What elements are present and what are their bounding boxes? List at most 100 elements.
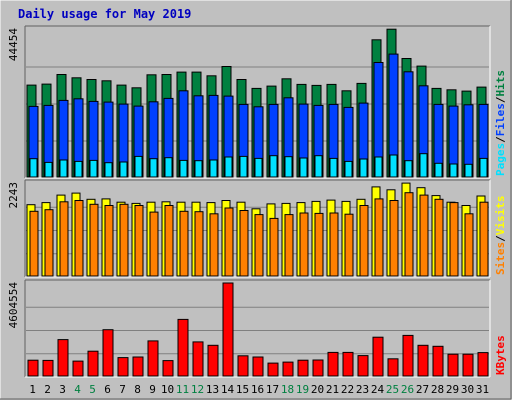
bar-kbytes-day-15 xyxy=(237,355,249,377)
x-tick-label-day-24: 24 xyxy=(371,383,385,396)
bar-kbytes-day-5 xyxy=(87,350,99,377)
x-tick-label-day-2: 2 xyxy=(44,383,51,396)
bar-kbytes-day-21 xyxy=(327,351,339,377)
bar-sites-day-12 xyxy=(194,211,204,277)
legend-pages: Pages xyxy=(494,143,507,176)
bar-sites-day-26 xyxy=(404,192,414,277)
x-tick-label-day-13: 13 xyxy=(206,383,219,396)
x-tick-label-day-3: 3 xyxy=(59,383,66,396)
bar-pages-day-29 xyxy=(449,163,458,178)
bar-sites-day-8 xyxy=(134,205,144,277)
legend-separator: / xyxy=(494,136,507,143)
x-tick-label-day-4: 4 xyxy=(74,383,81,396)
bar-sites-day-15 xyxy=(239,210,249,277)
x-tick-label-day-9: 9 xyxy=(149,383,156,396)
x-tick-label-day-23: 23 xyxy=(356,383,369,396)
x-tick-label-day-25: 25 xyxy=(386,383,399,396)
legend-separator: / xyxy=(494,235,507,242)
series-axis-label: Pages/Files/Hits xyxy=(494,70,507,176)
x-tick-label-day-16: 16 xyxy=(251,383,264,396)
bar-sites-day-17 xyxy=(269,217,279,277)
bar-pages-day-18 xyxy=(284,156,293,178)
bar-kbytes-day-30 xyxy=(462,353,474,377)
bar-sites-day-23 xyxy=(359,205,369,277)
bar-sites-day-21 xyxy=(329,212,339,277)
x-tick-label-day-27: 27 xyxy=(416,383,429,396)
bar-pages-day-16 xyxy=(254,157,263,178)
x-tick-label-day-15: 15 xyxy=(236,383,249,396)
bar-kbytes-day-18 xyxy=(282,361,294,377)
x-tick-label-day-10: 10 xyxy=(161,383,174,396)
panel-visits-sites: 2243 Sites/Visits xyxy=(7,179,507,278)
bar-pages-day-23 xyxy=(359,158,368,178)
bar-sites-day-24 xyxy=(374,198,384,277)
chart-title: Daily usage for May 2019 xyxy=(18,7,191,21)
x-tick-label-day-18: 18 xyxy=(281,383,294,396)
bar-kbytes-day-26 xyxy=(402,334,414,377)
y-max-label: 44454 xyxy=(7,28,20,61)
panel-hits-files-pages: 44454 Pages/Files/Hits xyxy=(7,25,507,179)
bar-sites-day-10 xyxy=(164,205,174,277)
bar-pages-day-20 xyxy=(314,155,323,178)
panel-kbytes: 4604554 KBytes xyxy=(7,279,507,378)
bar-pages-day-25 xyxy=(389,154,398,178)
bar-pages-day-31 xyxy=(479,157,488,178)
bar-pages-day-3 xyxy=(59,159,68,178)
bar-pages-day-26 xyxy=(404,160,413,178)
bar-sites-day-3 xyxy=(59,201,69,277)
bar-sites-day-1 xyxy=(29,210,39,277)
bar-kbytes-day-20 xyxy=(312,359,324,377)
x-tick-label-day-30: 30 xyxy=(461,383,474,396)
bar-kbytes-day-11 xyxy=(177,318,189,377)
bar-pages-day-30 xyxy=(464,163,473,178)
series-axis-label: KBytes xyxy=(494,335,507,375)
bar-sites-day-25 xyxy=(389,200,399,277)
x-tick-label-day-21: 21 xyxy=(326,383,339,396)
bar-sites-day-9 xyxy=(149,211,159,277)
bar-pages-day-14 xyxy=(224,156,233,178)
bar-kbytes-day-8 xyxy=(132,356,144,377)
bar-pages-day-9 xyxy=(149,158,158,178)
legend-files: Files xyxy=(494,103,507,136)
bar-kbytes-day-12 xyxy=(192,341,204,377)
x-tick-label-day-12: 12 xyxy=(191,383,204,396)
bar-kbytes-day-29 xyxy=(447,353,459,377)
bar-kbytes-day-24 xyxy=(372,336,384,377)
bar-sites-day-22 xyxy=(344,213,354,277)
bar-sites-day-13 xyxy=(209,213,219,277)
bar-pages-day-22 xyxy=(344,160,353,178)
bar-kbytes-day-22 xyxy=(342,351,354,377)
bar-kbytes-day-3 xyxy=(57,339,69,377)
x-tick-label-day-28: 28 xyxy=(431,383,444,396)
bar-sites-day-14 xyxy=(224,207,234,277)
legend-separator: / xyxy=(494,96,507,103)
bar-pages-day-6 xyxy=(104,162,113,178)
bar-kbytes-day-2 xyxy=(42,359,54,377)
bar-pages-day-1 xyxy=(29,158,38,178)
x-tick-label-day-22: 22 xyxy=(341,383,354,396)
bar-pages-day-27 xyxy=(419,153,428,178)
bar-kbytes-day-4 xyxy=(72,360,84,377)
bar-sites-day-7 xyxy=(119,203,129,277)
bar-sites-day-30 xyxy=(464,213,474,277)
x-tick-label-day-17: 17 xyxy=(266,383,279,396)
bar-sites-day-19 xyxy=(299,212,309,277)
legend-sites: Sites xyxy=(494,242,507,275)
x-tick-label-day-7: 7 xyxy=(119,383,126,396)
bar-pages-day-24 xyxy=(374,156,383,178)
bar-sites-day-16 xyxy=(254,214,264,277)
bar-sites-day-28 xyxy=(434,198,444,277)
bar-kbytes-day-17 xyxy=(267,362,279,377)
x-tick-label-day-14: 14 xyxy=(221,383,235,396)
bar-kbytes-day-7 xyxy=(117,357,129,377)
bar-kbytes-day-6 xyxy=(102,329,114,377)
bar-kbytes-day-1 xyxy=(27,359,39,377)
bar-sites-day-29 xyxy=(449,202,459,277)
legend-kbytes: KBytes xyxy=(494,335,507,375)
x-tick-label-day-8: 8 xyxy=(134,383,141,396)
bar-sites-day-20 xyxy=(314,212,324,277)
bar-sites-day-31 xyxy=(479,201,489,277)
bar-pages-day-7 xyxy=(119,161,128,178)
bar-kbytes-day-31 xyxy=(477,352,489,377)
